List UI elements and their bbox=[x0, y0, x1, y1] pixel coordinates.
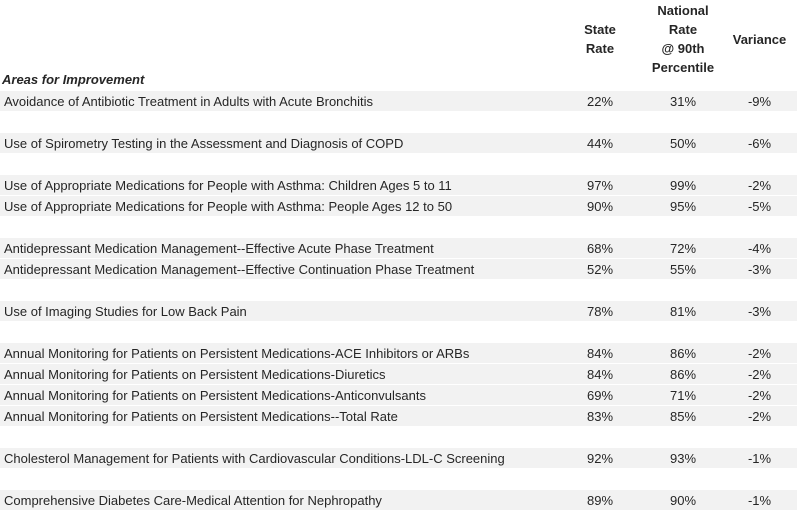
state-rate-value: 69% bbox=[586, 387, 614, 403]
variance-value: -6% bbox=[747, 135, 772, 151]
col-header-national-rate-line1: National Rate bbox=[657, 3, 709, 37]
table-row bbox=[0, 154, 797, 175]
state-rate-value: 92% bbox=[586, 450, 614, 466]
col-header-national-rate-line2: @ 90th bbox=[661, 41, 705, 56]
table-row: Use of Appropriate Medications for Peopl… bbox=[0, 196, 797, 217]
state-rate-value: 52% bbox=[586, 261, 614, 277]
table-row: Avoidance of Antibiotic Treatment in Adu… bbox=[0, 91, 797, 112]
col-header-state-rate-line1: State bbox=[584, 22, 616, 37]
measure-name: Annual Monitoring for Patients on Persis… bbox=[4, 387, 426, 403]
variance-value: -9% bbox=[747, 93, 772, 109]
table-row bbox=[0, 280, 797, 301]
table-row bbox=[0, 322, 797, 343]
measure-name: Comprehensive Diabetes Care-Medical Atte… bbox=[4, 492, 382, 508]
state-rate-value: 68% bbox=[586, 240, 614, 256]
state-rate-value: 78% bbox=[586, 303, 614, 319]
col-header-measure-spacer bbox=[0, 10, 556, 68]
national-rate-value: 95% bbox=[669, 198, 697, 214]
measure-name: Antidepressant Medication Management--Ef… bbox=[4, 261, 475, 277]
national-rate-value: 72% bbox=[669, 240, 697, 256]
state-rate-value: 89% bbox=[586, 492, 614, 508]
national-rate-value: 85% bbox=[669, 408, 697, 424]
table-row: Use of Imaging Studies for Low Back Pain… bbox=[0, 301, 797, 322]
table-row: Annual Monitoring for Patients on Persis… bbox=[0, 385, 797, 406]
table-row bbox=[0, 217, 797, 238]
section-title-areas-for-improvement: Areas for Improvement bbox=[2, 72, 145, 87]
variance-value: -1% bbox=[747, 492, 772, 508]
national-rate-value: 81% bbox=[669, 303, 697, 319]
col-header-national-rate: National Rate @ 90th Percentile bbox=[644, 3, 722, 75]
measure-name: Cholesterol Management for Patients with… bbox=[4, 450, 505, 466]
state-rate-value: 44% bbox=[586, 135, 614, 151]
state-rate-value: 90% bbox=[586, 198, 614, 214]
table-body: Avoidance of Antibiotic Treatment in Adu… bbox=[0, 91, 797, 511]
table-row bbox=[0, 427, 797, 448]
col-header-variance-line1: Variance bbox=[732, 31, 787, 47]
state-rate-value: 83% bbox=[586, 408, 614, 424]
table-row: Annual Monitoring for Patients on Persis… bbox=[0, 364, 797, 385]
measure-name: Use of Appropriate Medications for Peopl… bbox=[4, 177, 452, 193]
variance-value: -3% bbox=[747, 261, 772, 277]
variance-value: -5% bbox=[747, 198, 772, 214]
table-row: Use of Spirometry Testing in the Assessm… bbox=[0, 133, 797, 154]
measure-name: Antidepressant Medication Management--Ef… bbox=[4, 240, 434, 256]
national-rate-value: 55% bbox=[669, 261, 697, 277]
measure-name: Annual Monitoring for Patients on Persis… bbox=[4, 366, 386, 382]
table-row: Comprehensive Diabetes Care-Medical Atte… bbox=[0, 490, 797, 511]
national-rate-value: 31% bbox=[669, 93, 697, 109]
measure-name: Avoidance of Antibiotic Treatment in Adu… bbox=[4, 93, 374, 109]
table-row: Cholesterol Management for Patients with… bbox=[0, 448, 797, 469]
state-rate-value: 84% bbox=[586, 345, 614, 361]
variance-value: -2% bbox=[747, 177, 772, 193]
measure-name: Annual Monitoring for Patients on Persis… bbox=[4, 345, 470, 361]
measure-name: Use of Spirometry Testing in the Assessm… bbox=[4, 135, 404, 151]
variance-value: -2% bbox=[747, 345, 772, 361]
national-rate-value: 93% bbox=[669, 450, 697, 466]
national-rate-value: 71% bbox=[669, 387, 697, 403]
table-header-row: State Rate National Rate @ 90th Percenti… bbox=[0, 0, 797, 75]
measure-name: Use of Imaging Studies for Low Back Pain bbox=[4, 303, 247, 319]
table-row bbox=[0, 112, 797, 133]
table-row: Antidepressant Medication Management--Ef… bbox=[0, 238, 797, 259]
col-header-state-rate-line2: Rate bbox=[585, 41, 615, 56]
table-row: Annual Monitoring for Patients on Persis… bbox=[0, 406, 797, 427]
table-row bbox=[0, 469, 797, 490]
national-rate-value: 86% bbox=[669, 345, 697, 361]
measure-name: Use of Appropriate Medications for Peopl… bbox=[4, 198, 453, 214]
variance-value: -1% bbox=[747, 450, 772, 466]
national-rate-value: 99% bbox=[669, 177, 697, 193]
variance-value: -3% bbox=[747, 303, 772, 319]
variance-value: -2% bbox=[747, 366, 772, 382]
national-rate-value: 86% bbox=[669, 366, 697, 382]
variance-value: -4% bbox=[747, 240, 772, 256]
table-row: Antidepressant Medication Management--Ef… bbox=[0, 259, 797, 280]
table-row: Annual Monitoring for Patients on Persis… bbox=[0, 343, 797, 364]
col-header-national-rate-line3: Percentile bbox=[651, 60, 715, 75]
national-rate-value: 90% bbox=[669, 492, 697, 508]
state-rate-value: 97% bbox=[586, 177, 614, 193]
state-rate-value: 84% bbox=[586, 366, 614, 382]
national-rate-value: 50% bbox=[669, 135, 697, 151]
table-row: Use of Appropriate Medications for Peopl… bbox=[0, 175, 797, 196]
measure-name: Annual Monitoring for Patients on Persis… bbox=[4, 408, 398, 424]
state-rate-value: 22% bbox=[586, 93, 614, 109]
col-header-state-rate: State Rate bbox=[556, 10, 644, 68]
col-header-variance: Variance bbox=[722, 10, 797, 68]
variance-value: -2% bbox=[747, 408, 772, 424]
variance-value: -2% bbox=[747, 387, 772, 403]
